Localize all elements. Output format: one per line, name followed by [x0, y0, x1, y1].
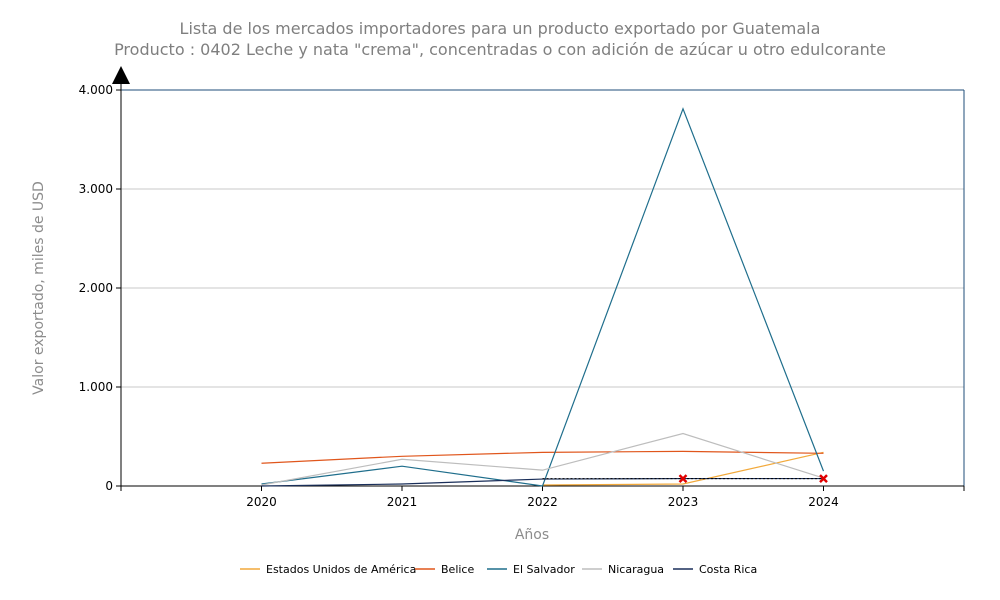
legend-label: Costa Rica [699, 563, 757, 576]
missing-marker-icon [678, 474, 688, 483]
plot-frame [120, 84, 965, 487]
series-line-el-salvador [261, 107, 825, 487]
legend-label: El Salvador [513, 563, 575, 576]
legend-label: Estados Unidos de América [266, 563, 416, 576]
legend-item: Estados Unidos de América [240, 563, 416, 576]
legend-item: El Salvador [487, 563, 575, 576]
y-tick-label: 1.000 [79, 380, 113, 394]
y-tick-label: 4.000 [79, 83, 113, 97]
x-tick-label: 2020 [246, 495, 277, 509]
y-axis-arrow-icon [112, 66, 130, 84]
x-tick-label: 2022 [527, 495, 558, 509]
legend-label: Belice [441, 563, 474, 576]
x-axis-label: Años [515, 527, 549, 543]
x-axis-ticks: 2020 2021 2022 2023 2024 [120, 486, 965, 509]
gridlines [121, 89, 964, 388]
x-tick-label: 2021 [387, 495, 418, 509]
y-tick-label: 3.000 [79, 182, 113, 196]
series-line-belice [261, 450, 824, 464]
legend: Estados Unidos de América Belice El Salvad… [240, 563, 757, 576]
series-line-nicaragua [261, 432, 824, 486]
chart-subtitle: Producto : 0402 Leche y nata "crema", co… [114, 40, 886, 59]
legend-item: Belice [415, 563, 474, 576]
marker-stroke [819, 474, 828, 483]
y-axis-label: Valor exportado, miles de USD [31, 181, 47, 395]
series-lines [261, 107, 825, 487]
x-tick-label: 2023 [668, 495, 699, 509]
y-tick-label: 0 [105, 479, 113, 493]
missing-markers [542, 474, 828, 483]
marker-stroke [678, 474, 688, 483]
legend-item: Nicaragua [582, 563, 664, 576]
legend-label: Nicaragua [608, 563, 664, 576]
y-tick-label: 2.000 [79, 281, 113, 295]
y-axis-ticks: 0 1.000 2.000 3.000 4.000 [79, 83, 121, 493]
legend-item: Costa Rica [673, 563, 757, 576]
missing-marker-icon [819, 474, 828, 483]
chart-title: Lista de los mercados importadores para … [180, 19, 821, 38]
x-tick-label: 2024 [808, 495, 839, 509]
